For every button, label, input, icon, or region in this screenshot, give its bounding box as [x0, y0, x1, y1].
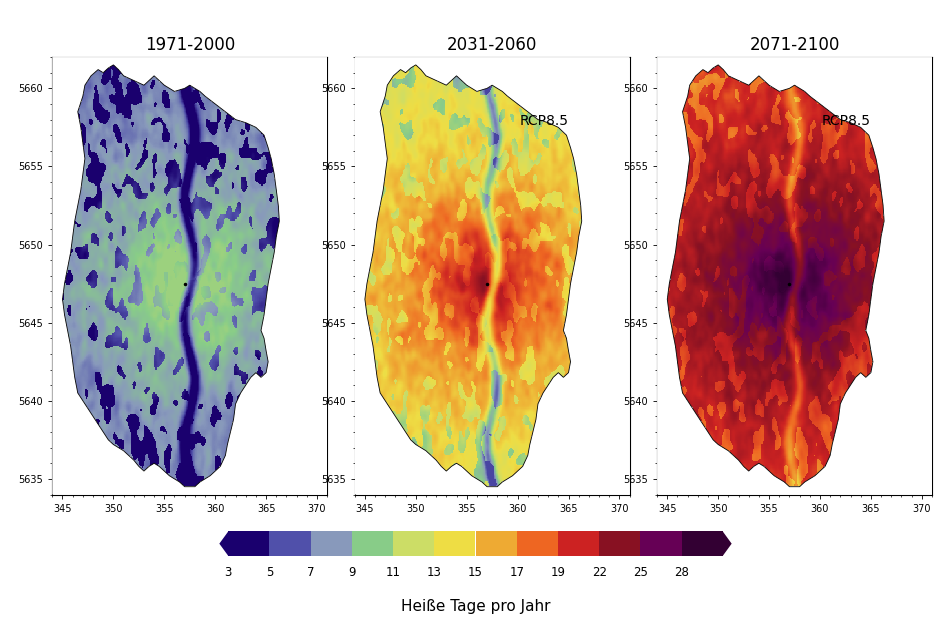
Text: 5: 5 [265, 566, 273, 579]
Title: 1971-2000: 1971-2000 [145, 36, 235, 54]
Bar [393, 531, 435, 556]
Bar [269, 531, 311, 556]
Text: 22: 22 [592, 566, 607, 579]
Text: 9: 9 [348, 566, 356, 579]
Bar [476, 531, 516, 556]
Text: RCP8.5: RCP8.5 [822, 114, 871, 128]
Bar [228, 531, 269, 556]
PathPatch shape [52, 57, 327, 495]
Polygon shape [220, 531, 228, 556]
Text: 3: 3 [224, 566, 232, 579]
Title: 2031-2060: 2031-2060 [447, 36, 537, 54]
Bar [558, 531, 599, 556]
PathPatch shape [657, 57, 932, 495]
Bar [352, 531, 393, 556]
Text: RCP8.5: RCP8.5 [519, 114, 569, 128]
Bar [599, 531, 640, 556]
Bar [435, 531, 476, 556]
Bar [682, 531, 723, 556]
Title: 2071-2100: 2071-2100 [749, 36, 840, 54]
Bar [516, 531, 558, 556]
Text: 13: 13 [427, 566, 441, 579]
Text: Heiße Tage pro Jahr: Heiße Tage pro Jahr [400, 599, 551, 614]
Text: 25: 25 [633, 566, 648, 579]
Bar [311, 531, 352, 556]
Bar [640, 531, 682, 556]
Text: 17: 17 [509, 566, 524, 579]
Polygon shape [723, 531, 731, 556]
Text: 28: 28 [674, 566, 689, 579]
PathPatch shape [355, 57, 630, 495]
Text: 15: 15 [468, 566, 483, 579]
Text: 11: 11 [385, 566, 400, 579]
Text: 19: 19 [551, 566, 566, 579]
Text: 7: 7 [307, 566, 315, 579]
